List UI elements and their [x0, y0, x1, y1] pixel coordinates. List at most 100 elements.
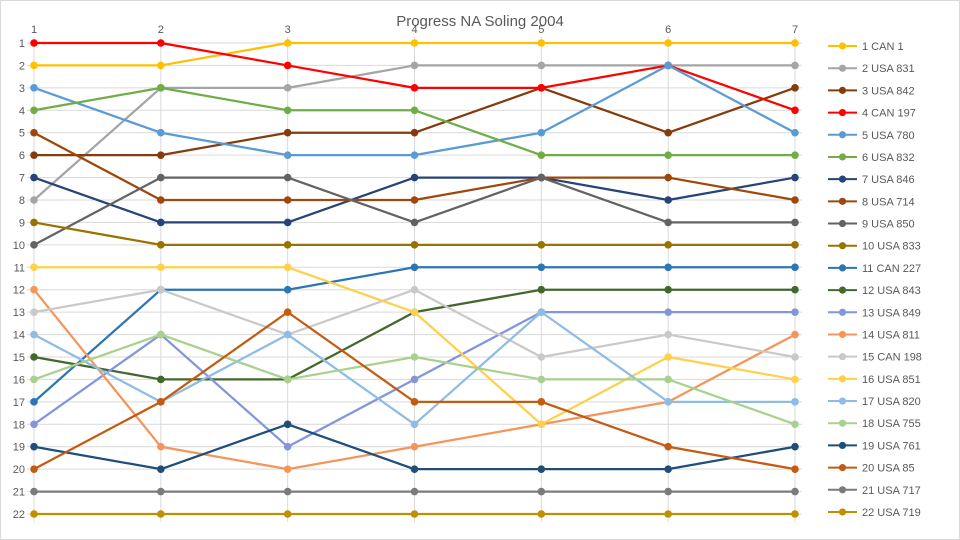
y-axis-tick: 3	[19, 83, 25, 95]
series-marker	[791, 330, 799, 339]
chart-title: Progress NA Soling 2004	[396, 13, 564, 30]
legend-marker-dot	[838, 42, 847, 50]
series-marker	[537, 263, 546, 272]
legend-item-label: 11 CAN 227	[862, 263, 921, 275]
legend-item-label: 8 USA 714	[862, 196, 915, 208]
legend-marker-dot	[838, 419, 847, 427]
x-axis-tick: 6	[665, 24, 671, 36]
series-marker	[791, 420, 799, 429]
series-marker	[410, 398, 419, 406]
series-marker	[537, 420, 546, 429]
series-marker	[157, 218, 165, 227]
series-marker	[537, 151, 546, 159]
series-marker	[410, 353, 419, 361]
legend: 1 CAN 1 2 USA 831 3 USA 842 4 CAN 197 5 USA …	[828, 41, 922, 519]
legend-item-label: 17 USA 820	[862, 396, 921, 408]
legend-item: 1 CAN 1	[828, 41, 904, 53]
series-marker	[664, 465, 672, 473]
series-marker	[410, 465, 419, 473]
legend-marker-dot	[838, 153, 847, 161]
series-marker	[283, 442, 292, 451]
series-marker	[410, 128, 419, 137]
x-axis-tick: 2	[158, 24, 164, 36]
legend-marker-dot	[838, 330, 847, 339]
series-marker	[791, 353, 799, 361]
series-marker	[791, 196, 799, 204]
series-marker	[30, 510, 38, 518]
series-marker	[30, 487, 38, 496]
series-marker	[283, 218, 292, 227]
series-marker	[664, 330, 672, 339]
y-axis-tick: 18	[13, 419, 25, 431]
series-marker	[283, 510, 292, 518]
series-marker	[157, 84, 165, 92]
series-marker	[791, 151, 799, 159]
series-marker	[410, 173, 419, 182]
series-marker	[30, 465, 38, 473]
series-marker	[283, 375, 292, 384]
legend-item-label: 5 USA 780	[862, 130, 915, 142]
series-marker	[410, 420, 419, 429]
y-axis-tick: 1	[19, 38, 25, 50]
series-marker	[157, 487, 165, 496]
legend-item: 2 USA 831	[828, 63, 915, 75]
series-marker	[537, 61, 546, 70]
y-axis-tick: 12	[13, 285, 25, 297]
series-marker	[410, 39, 419, 47]
legend-item-label: 2 USA 831	[862, 63, 915, 75]
series-marker	[283, 308, 292, 316]
series-marker	[283, 263, 292, 272]
series-marker	[664, 375, 672, 384]
series-marker	[157, 442, 165, 451]
series-marker	[664, 263, 672, 272]
series-marker	[791, 241, 799, 249]
series-marker	[537, 353, 546, 361]
legend-item: 22 USA 719	[828, 507, 921, 519]
series-marker	[664, 128, 672, 137]
legend-item: 20 USA 85	[828, 463, 915, 475]
series-marker	[30, 61, 38, 70]
series-marker	[664, 285, 672, 294]
series-marker	[30, 263, 38, 272]
series-marker	[157, 39, 165, 47]
series-marker	[410, 442, 419, 451]
series-marker	[410, 510, 419, 518]
y-axis-tick: 15	[13, 352, 25, 364]
series-marker	[157, 285, 165, 294]
legend-item-label: 7 USA 846	[862, 174, 915, 186]
series-marker	[283, 285, 292, 294]
legend-item-label: 4 CAN 197	[862, 108, 916, 120]
series-marker	[537, 285, 546, 294]
series-marker	[30, 375, 38, 384]
legend-item-label: 16 USA 851	[862, 374, 921, 386]
series-marker	[30, 420, 38, 429]
legend-marker-dot	[838, 286, 847, 294]
legend-item: 7 USA 846	[828, 174, 915, 186]
legend-marker-dot	[838, 242, 847, 250]
legend-marker-dot	[838, 108, 847, 117]
legend-item-label: 6 USA 832	[862, 152, 915, 164]
x-axis-tick: 3	[285, 24, 291, 36]
y-axis-tick: 17	[13, 397, 25, 409]
legend-item-label: 20 USA 85	[862, 463, 915, 475]
series-marker	[664, 39, 672, 47]
series-marker	[791, 173, 799, 182]
series-marker	[664, 173, 672, 182]
series-marker	[664, 442, 672, 451]
y-axis-tick: 5	[19, 128, 25, 140]
legend-item-label: 18 USA 755	[862, 418, 921, 430]
series-marker	[283, 84, 292, 92]
legend-item: 3 USA 842	[828, 85, 915, 97]
legend-item: 5 USA 780	[828, 130, 915, 142]
series-marker	[791, 398, 799, 406]
series-marker	[410, 196, 419, 204]
series-marker	[30, 398, 38, 406]
series-marker	[410, 308, 419, 316]
series-marker	[410, 241, 419, 249]
series-marker	[791, 61, 799, 70]
series-marker	[30, 84, 38, 92]
series-marker	[30, 173, 38, 182]
y-axis-tick: 7	[19, 173, 25, 185]
legend-marker-dot	[838, 175, 847, 183]
